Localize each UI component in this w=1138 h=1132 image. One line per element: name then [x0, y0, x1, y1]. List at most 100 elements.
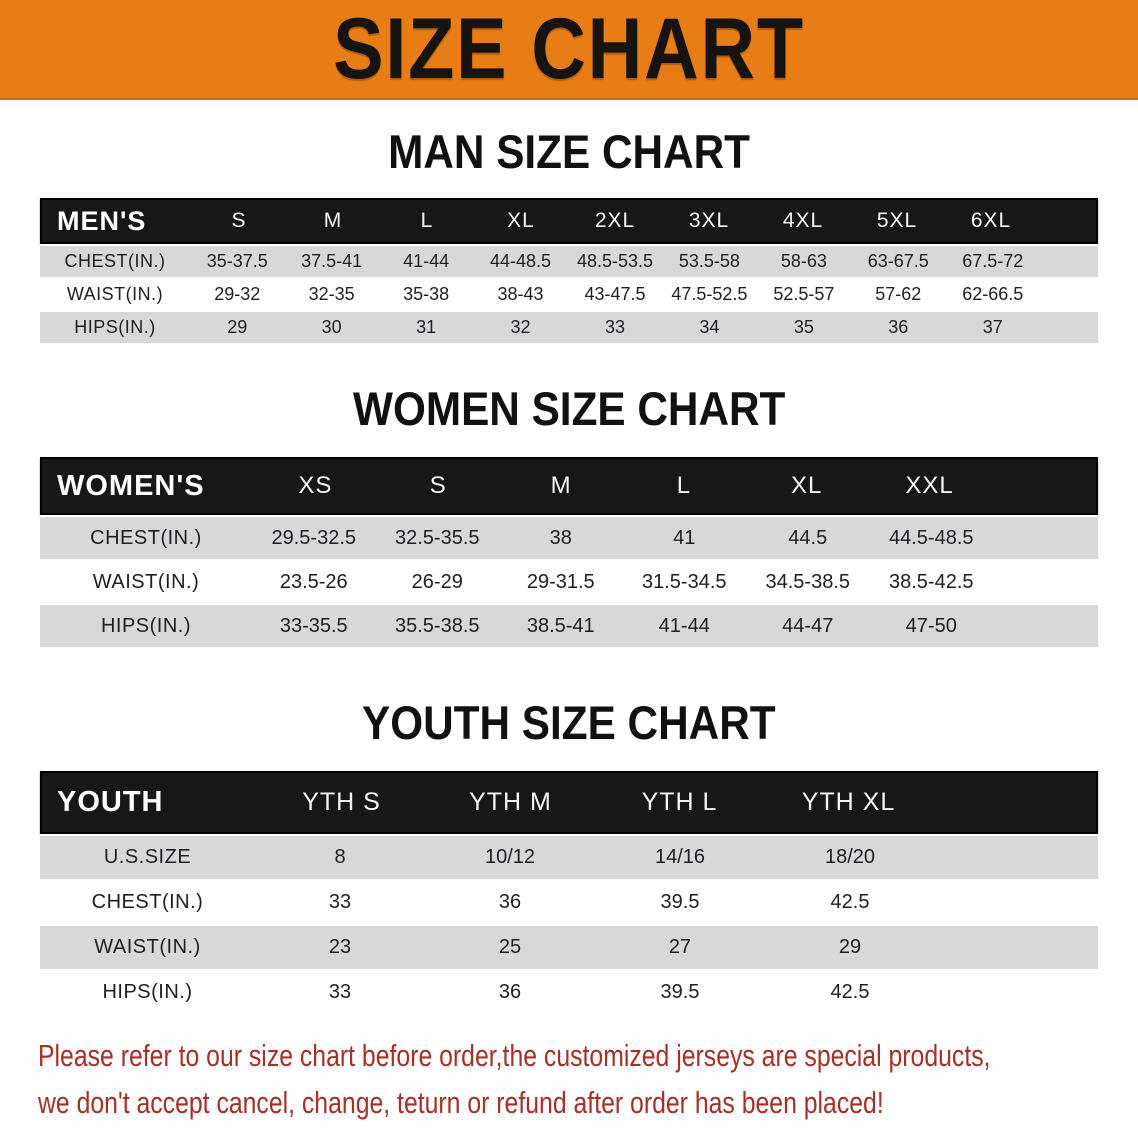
size-value: 33: [328, 891, 352, 913]
size-value: 33: [328, 981, 352, 1003]
size-value: 29: [227, 317, 248, 337]
row-label: U.S.SIZE: [103, 846, 192, 868]
size-table-row: WAIST(IN.) 29-32 32-35 35-38 38-43 43-47.5 47.…: [40, 277, 1098, 310]
size-value: 34: [699, 317, 720, 337]
size-value: 57-62: [875, 284, 922, 304]
size-value: 62-66.5: [962, 284, 1024, 304]
size-chart-banner: SIZE CHART: [0, 0, 1138, 100]
youth-size-table: YOUTH YTH S YTH M YTH L YTH XL U.S.SIZE 8 10/12…: [40, 771, 1098, 1014]
size-value: 38.5-41: [526, 614, 595, 637]
size-value: 14/16: [654, 846, 706, 868]
size-value: 44.5-48.5: [888, 526, 974, 549]
row-label: HIPS(IN.): [74, 317, 156, 337]
size-value: 41-44: [658, 614, 710, 637]
size-value: 67.5-72: [962, 251, 1024, 271]
size-value: 48.5-53.5: [576, 251, 653, 271]
size-column-header: 4XL: [782, 209, 824, 232]
size-column-header: XL: [507, 209, 535, 232]
size-value: 42.5: [830, 891, 870, 913]
row-label: HIPS(IN.): [100, 614, 192, 637]
row-label: CHEST(IN.): [64, 251, 166, 271]
size-table-row: CHEST(IN.) 33 36 39.5 42.5: [40, 879, 1098, 924]
size-value: 8: [334, 846, 346, 868]
youth-section-heading-text: YOUTH SIZE CHART: [362, 696, 776, 749]
size-value: 44-47: [782, 614, 834, 637]
size-value: 36: [498, 891, 522, 913]
row-label: CHEST(IN.): [91, 891, 204, 913]
size-column-header: YTH S: [302, 788, 381, 816]
size-value: 23: [328, 936, 352, 958]
size-value: 44-48.5: [490, 251, 552, 271]
size-value: 30: [321, 317, 342, 337]
size-value: 53.5-58: [678, 251, 740, 271]
size-column-header: L: [676, 472, 692, 499]
men-table-header-row: MEN'S S M L XL 2XL 3XL 4XL 5XL 6XL: [40, 198, 1098, 244]
youth-section-heading: YOUTH SIZE CHART: [0, 697, 1138, 749]
youth-table-header-row: YOUTH YTH S YTH M YTH L YTH XL: [40, 771, 1098, 834]
size-value: 26-29: [411, 570, 463, 593]
disclaimer-line-2: we don't accept cancel, change, teturn o…: [38, 1085, 884, 1120]
size-value: 37.5-41: [301, 251, 363, 271]
size-value: 44.5: [788, 526, 828, 549]
size-column-header: YTH L: [641, 788, 718, 816]
size-value: 10/12: [484, 846, 536, 868]
size-value: 31.5-34.5: [641, 570, 727, 593]
row-label: WAIST(IN.): [66, 284, 164, 304]
size-column-header: XL: [791, 472, 823, 499]
men-section-heading-text: MAN SIZE CHART: [388, 125, 750, 178]
size-table-row: CHEST(IN.) 35-37.5 37.5-41 41-44 44-48.5 48.5…: [40, 244, 1098, 277]
size-table-row: CHEST(IN.) 29.5-32.5 32.5-35.5 38 41 44.5 44.5…: [40, 515, 1098, 559]
size-value: 43-47.5: [584, 284, 646, 304]
size-column-header: S: [231, 209, 247, 232]
size-value: 35: [793, 317, 814, 337]
size-value: 41: [673, 526, 696, 549]
size-value: 18/20: [824, 846, 876, 868]
row-label: WAIST(IN.): [94, 936, 201, 958]
size-value: 47-50: [905, 614, 957, 637]
size-value: 39.5: [660, 981, 700, 1003]
size-value: 42.5: [830, 981, 870, 1003]
size-value: 33: [604, 317, 625, 337]
size-value: 37: [982, 317, 1003, 337]
size-value: 38: [549, 526, 572, 549]
size-value: 35.5-38.5: [394, 614, 480, 637]
table-header-label: MEN'S: [57, 205, 147, 236]
size-column-header: M: [323, 209, 343, 232]
size-value: 23.5-26: [279, 570, 348, 593]
size-value: 38-43: [497, 284, 544, 304]
women-size-table: WOMEN'S XS S M L XL XXL CHEST(IN.) 29.5-32.5 32.5…: [40, 457, 1098, 647]
men-size-table: MEN'S S M L XL 2XL 3XL 4XL 5XL 6XL CHEST(IN.) 35-37…: [40, 198, 1098, 343]
size-value: 36: [498, 981, 522, 1003]
size-column-header: L: [420, 209, 434, 232]
size-value: 27: [668, 936, 692, 958]
size-value: 63-67.5: [867, 251, 929, 271]
women-table-header-row: WOMEN'S XS S M L XL XXL: [40, 457, 1098, 515]
size-value: 29-32: [214, 284, 261, 304]
size-column-header: 3XL: [688, 209, 730, 232]
size-value: 29: [838, 936, 862, 958]
size-value: 29.5-32.5: [271, 526, 356, 549]
size-value: 58-63: [780, 251, 827, 271]
size-value: 41-44: [403, 251, 450, 271]
banner-title: SIZE CHART: [333, 1, 805, 97]
women-section-heading-text: WOMEN SIZE CHART: [352, 382, 786, 435]
size-value: 35-38: [403, 284, 450, 304]
size-value: 38.5-42.5: [888, 570, 974, 593]
women-section-heading: WOMEN SIZE CHART: [0, 383, 1138, 435]
size-value: 36: [888, 317, 909, 337]
size-table-row: WAIST(IN.) 23.5-26 26-29 29-31.5 31.5-34.5 34…: [40, 559, 1098, 603]
size-column-header: XS: [298, 472, 333, 499]
size-column-header: 5XL: [876, 209, 918, 232]
size-value: 32-35: [308, 284, 355, 304]
row-label: HIPS(IN.): [102, 981, 193, 1003]
size-value: 32: [510, 317, 531, 337]
size-table-row: WAIST(IN.) 23 25 27 29: [40, 924, 1098, 969]
row-label: WAIST(IN.): [92, 570, 200, 593]
size-column-header: 2XL: [594, 209, 636, 232]
size-value: 32.5-35.5: [394, 526, 480, 549]
order-disclaimer: Please refer to our size chart before or…: [38, 1032, 1138, 1126]
size-table-row: U.S.SIZE 8 10/12 14/16 18/20: [40, 834, 1098, 879]
men-section-heading: MAN SIZE CHART: [0, 126, 1138, 178]
table-header-label: WOMEN'S: [57, 469, 205, 502]
size-column-header: XXL: [905, 472, 954, 499]
